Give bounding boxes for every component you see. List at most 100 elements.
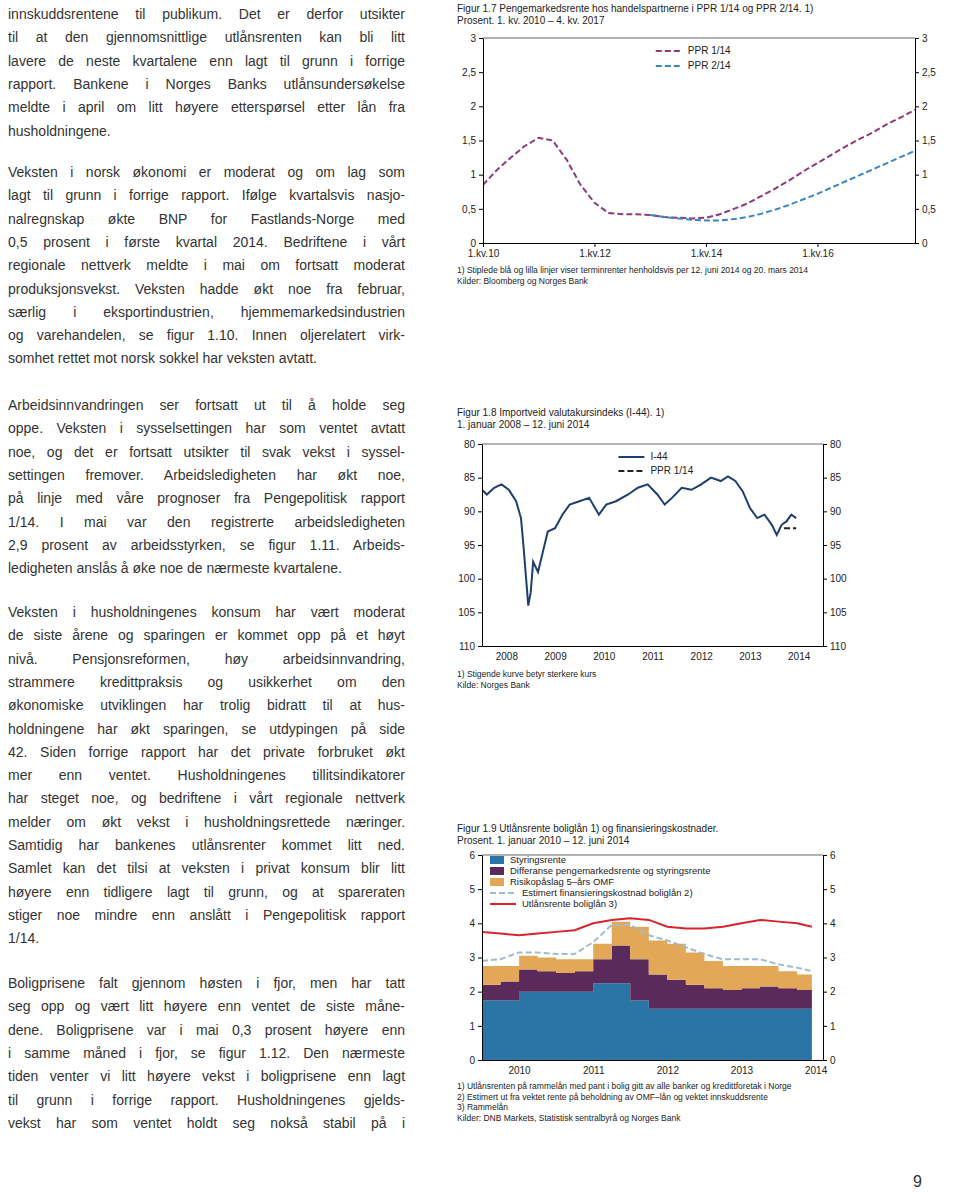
text-line: særlig i eksportindustrien, hjemmemarked… — [8, 304, 405, 320]
tick-label: 3 — [470, 33, 476, 44]
tick: 1.kv.16 — [802, 243, 834, 259]
tick-label: 2012 — [691, 651, 714, 662]
tick-mark — [479, 72, 483, 73]
body-text: innskuddsrentene til publikum. Det er de… — [8, 6, 406, 1131]
tick-mark — [706, 243, 707, 247]
text-line: meldte i april om litt høyere etterspørs… — [8, 99, 405, 115]
tick-label: 0,5 — [922, 204, 936, 215]
tick-label: 105 — [458, 607, 475, 618]
tick-mark — [823, 958, 827, 959]
tick: 4 — [823, 918, 836, 929]
tick-label: 6 — [830, 850, 836, 861]
tick: 100 — [823, 573, 847, 584]
tick-label: 2011 — [583, 1065, 605, 1076]
tick-label: 2009 — [544, 651, 567, 662]
tick-mark — [479, 209, 483, 210]
tick-label: 85 — [464, 472, 476, 483]
text-line: 2,9 prosent av arbeidsstyrken, se figur … — [8, 537, 405, 553]
tick: 90 — [464, 506, 482, 517]
tick-label: 90 — [464, 506, 476, 517]
legend-swatch — [656, 65, 682, 67]
tick-mark — [823, 612, 827, 613]
x-axis: 20102011201220132014 — [483, 1060, 828, 1076]
tick-label: 1.kv.12 — [579, 248, 611, 259]
legend-label: PPR 1/14 — [650, 465, 693, 476]
tick-label: 110 — [830, 641, 846, 652]
tick: 1 — [470, 169, 483, 180]
text-line: regionale nettverk meldte i mai om forts… — [8, 257, 405, 273]
tick-label: 2014 — [788, 651, 811, 662]
y-axis-right: 00,511,522,53 — [915, 33, 936, 249]
tick-label: 0 — [469, 1055, 475, 1066]
tick-mark — [823, 1026, 827, 1027]
text-line: nalregnskap økte BNP for Fastlands-Norge… — [8, 211, 405, 227]
tick-mark — [478, 1026, 482, 1027]
tick: 4 — [469, 918, 482, 929]
tick-label: 110 — [459, 641, 475, 652]
figure-subtitle: Prosent. 1. kv. 2010 – 4. kv. 2017 — [457, 15, 605, 26]
footnote: Kilde: Norges Bank — [457, 680, 531, 690]
tick-label: 1 — [922, 169, 928, 180]
text-line: 0,5 prosent i første kvartal 2014. Bedri… — [8, 234, 405, 250]
tick-label: 2 — [922, 101, 928, 112]
tick: 1.kv.12 — [579, 243, 611, 259]
tick-mark — [817, 243, 818, 247]
tick: 95 — [464, 540, 482, 551]
tick-mark — [478, 923, 482, 924]
tick-label: 5 — [469, 884, 475, 895]
axis-line — [484, 243, 916, 244]
y-axis-left: 80859095100105110 — [458, 439, 482, 652]
tick-mark — [478, 478, 482, 479]
text-line: lagt til grunn i forrige rapport. Ifølge… — [8, 187, 405, 203]
tick-mark — [823, 444, 827, 445]
tick-mark — [478, 579, 482, 580]
text-line: somhet rettet mot norsk sokkel har vekst… — [8, 350, 317, 366]
tick-mark — [478, 958, 482, 959]
x-axis: 1.kv.101.kv.121.kv.141.kv.16 — [468, 243, 916, 259]
tick: 1,5 — [462, 135, 483, 146]
text-line: tiden venter vi litt høyere vekst i boli… — [8, 1068, 405, 1084]
tick: 2009 — [544, 646, 567, 662]
footnote: Kilder: DNB Markets, Statistisk sentralb… — [457, 1113, 681, 1123]
text-line: til at den gjennomsnittlige utlånsrenten… — [8, 29, 405, 45]
tick: 2011 — [642, 646, 664, 662]
tick: 2012 — [691, 646, 714, 662]
tick-mark — [823, 478, 827, 479]
tick: 85 — [464, 472, 482, 483]
tick-mark — [478, 545, 482, 546]
tick: 0,5 — [462, 204, 483, 215]
tick-label: 0 — [922, 238, 928, 249]
tick-mark — [823, 646, 827, 647]
tick-label: 2 — [830, 986, 836, 997]
legend: PPR 1/14PPR 2/14 — [656, 45, 731, 71]
line — [482, 918, 812, 935]
text-line: noe, og det er fortsatt utsikter til sva… — [8, 444, 405, 460]
text-line: Veksten i husholdningenes konsum har vær… — [8, 604, 405, 620]
tick: 0 — [470, 238, 483, 249]
tick: 1 — [823, 1021, 836, 1032]
tick: 80 — [823, 439, 842, 450]
text-line: på linje med våre prognoser fra Pengepol… — [8, 490, 405, 506]
text-line: og varehandelen, se figur 1.10. Innen ol… — [8, 327, 405, 343]
tick-label: 0 — [830, 1055, 836, 1066]
tick: 1,5 — [915, 135, 936, 146]
text-line: har steget noe, og bedriftene i vårt reg… — [8, 790, 406, 806]
tick-label: 0 — [470, 238, 476, 249]
text-line: melder om økt vekst i husholdningsretted… — [8, 814, 405, 830]
tick-mark — [479, 38, 483, 39]
legend: StyringsrenteDifferanse pengemarkedsrent… — [490, 854, 711, 909]
tick-mark — [483, 243, 484, 247]
tick-mark — [478, 612, 482, 613]
figure-title: Figur 1.7 Pengemarkedsrente hos handelsp… — [457, 3, 813, 14]
line — [482, 476, 796, 605]
tick-label: 2 — [470, 101, 476, 112]
tick: 2014 — [805, 1060, 828, 1076]
footnote: 3) Rammelån — [457, 1102, 508, 1112]
tick-label: 2010 — [508, 1065, 531, 1076]
tick: 2,5 — [915, 67, 936, 78]
tick-label: 2011 — [642, 651, 664, 662]
tick-label: 2,5 — [462, 67, 476, 78]
tick-label: 4 — [830, 918, 836, 929]
tick: 100 — [458, 573, 482, 584]
line — [784, 527, 796, 529]
